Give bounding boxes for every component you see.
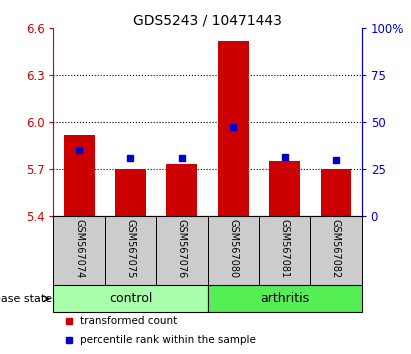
Text: GSM567081: GSM567081: [279, 219, 290, 279]
Bar: [115, 169, 146, 216]
Bar: [321, 169, 351, 216]
Text: transformed count: transformed count: [80, 316, 177, 326]
Text: GSM567082: GSM567082: [331, 219, 341, 279]
Text: GSM567080: GSM567080: [228, 219, 238, 279]
Text: GSM567075: GSM567075: [125, 219, 136, 279]
Bar: [166, 164, 197, 216]
Bar: [156, 216, 208, 285]
Bar: [64, 135, 95, 216]
Bar: [53, 285, 208, 312]
Text: GSM567076: GSM567076: [177, 219, 187, 279]
Bar: [269, 161, 300, 216]
Text: arthritis: arthritis: [260, 292, 309, 305]
Text: control: control: [109, 292, 152, 305]
Bar: [310, 216, 362, 285]
Bar: [218, 41, 249, 216]
Title: GDS5243 / 10471443: GDS5243 / 10471443: [133, 13, 282, 27]
Text: GSM567074: GSM567074: [74, 219, 84, 279]
Bar: [105, 216, 156, 285]
Bar: [53, 216, 105, 285]
Bar: [208, 216, 259, 285]
Text: disease state: disease state: [0, 294, 53, 304]
Bar: [259, 216, 310, 285]
Bar: [208, 285, 362, 312]
Text: percentile rank within the sample: percentile rank within the sample: [80, 335, 256, 345]
